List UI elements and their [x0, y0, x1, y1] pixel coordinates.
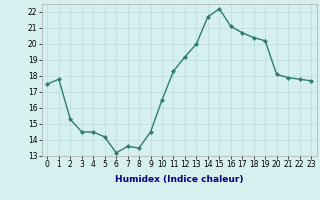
X-axis label: Humidex (Indice chaleur): Humidex (Indice chaleur): [115, 175, 244, 184]
